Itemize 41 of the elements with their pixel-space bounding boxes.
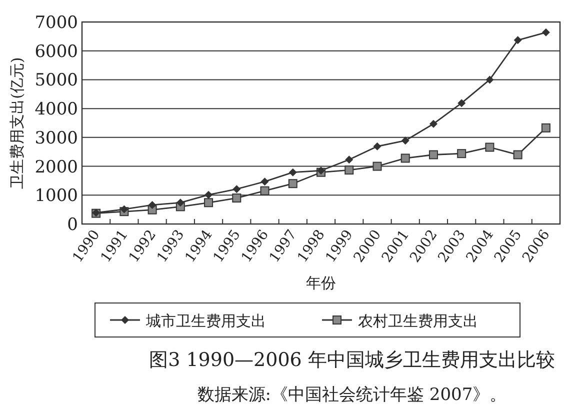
point <box>260 178 269 186</box>
point <box>514 36 522 44</box>
point <box>288 179 298 188</box>
point <box>486 76 494 84</box>
y-tick-label: 0 <box>67 215 78 235</box>
y-tick-label: 7000 <box>34 13 78 33</box>
point <box>541 123 550 132</box>
point <box>345 156 354 164</box>
point <box>288 168 297 176</box>
y-tick-label: 6000 <box>34 42 78 62</box>
x-axis-title: 年份 <box>306 274 336 292</box>
point <box>232 194 242 203</box>
point <box>542 28 550 36</box>
point <box>429 120 438 128</box>
point <box>344 166 354 175</box>
y-tick-label: 4000 <box>34 100 78 120</box>
legend-label: 农村卫生费用支出 <box>358 312 478 330</box>
y-tick-label: 1000 <box>34 186 78 206</box>
point <box>176 198 184 207</box>
point <box>373 142 382 150</box>
y-axis-title: 卫生费用支出(亿元) <box>8 57 26 189</box>
point <box>513 150 522 160</box>
point <box>120 205 128 214</box>
y-tick-label: 5000 <box>34 70 78 91</box>
point <box>458 99 466 108</box>
point <box>457 149 466 158</box>
point <box>204 198 214 208</box>
source-note: 数据来源:《中国社会统计年鉴 2007》。 <box>197 385 507 405</box>
point <box>232 185 241 194</box>
point <box>401 136 410 145</box>
y-tick-label: 3000 <box>34 128 78 148</box>
point <box>372 162 382 171</box>
point <box>485 142 494 152</box>
y-tick-label: 2000 <box>34 157 78 178</box>
point <box>428 150 438 160</box>
point <box>400 154 410 163</box>
text: 图3 1990—2006 年中国城乡卫生费用支出比较 <box>149 349 555 371</box>
point <box>148 200 156 209</box>
point <box>204 190 213 199</box>
legend-label: 城市卫生费用支出 <box>145 312 266 330</box>
point <box>260 186 270 196</box>
